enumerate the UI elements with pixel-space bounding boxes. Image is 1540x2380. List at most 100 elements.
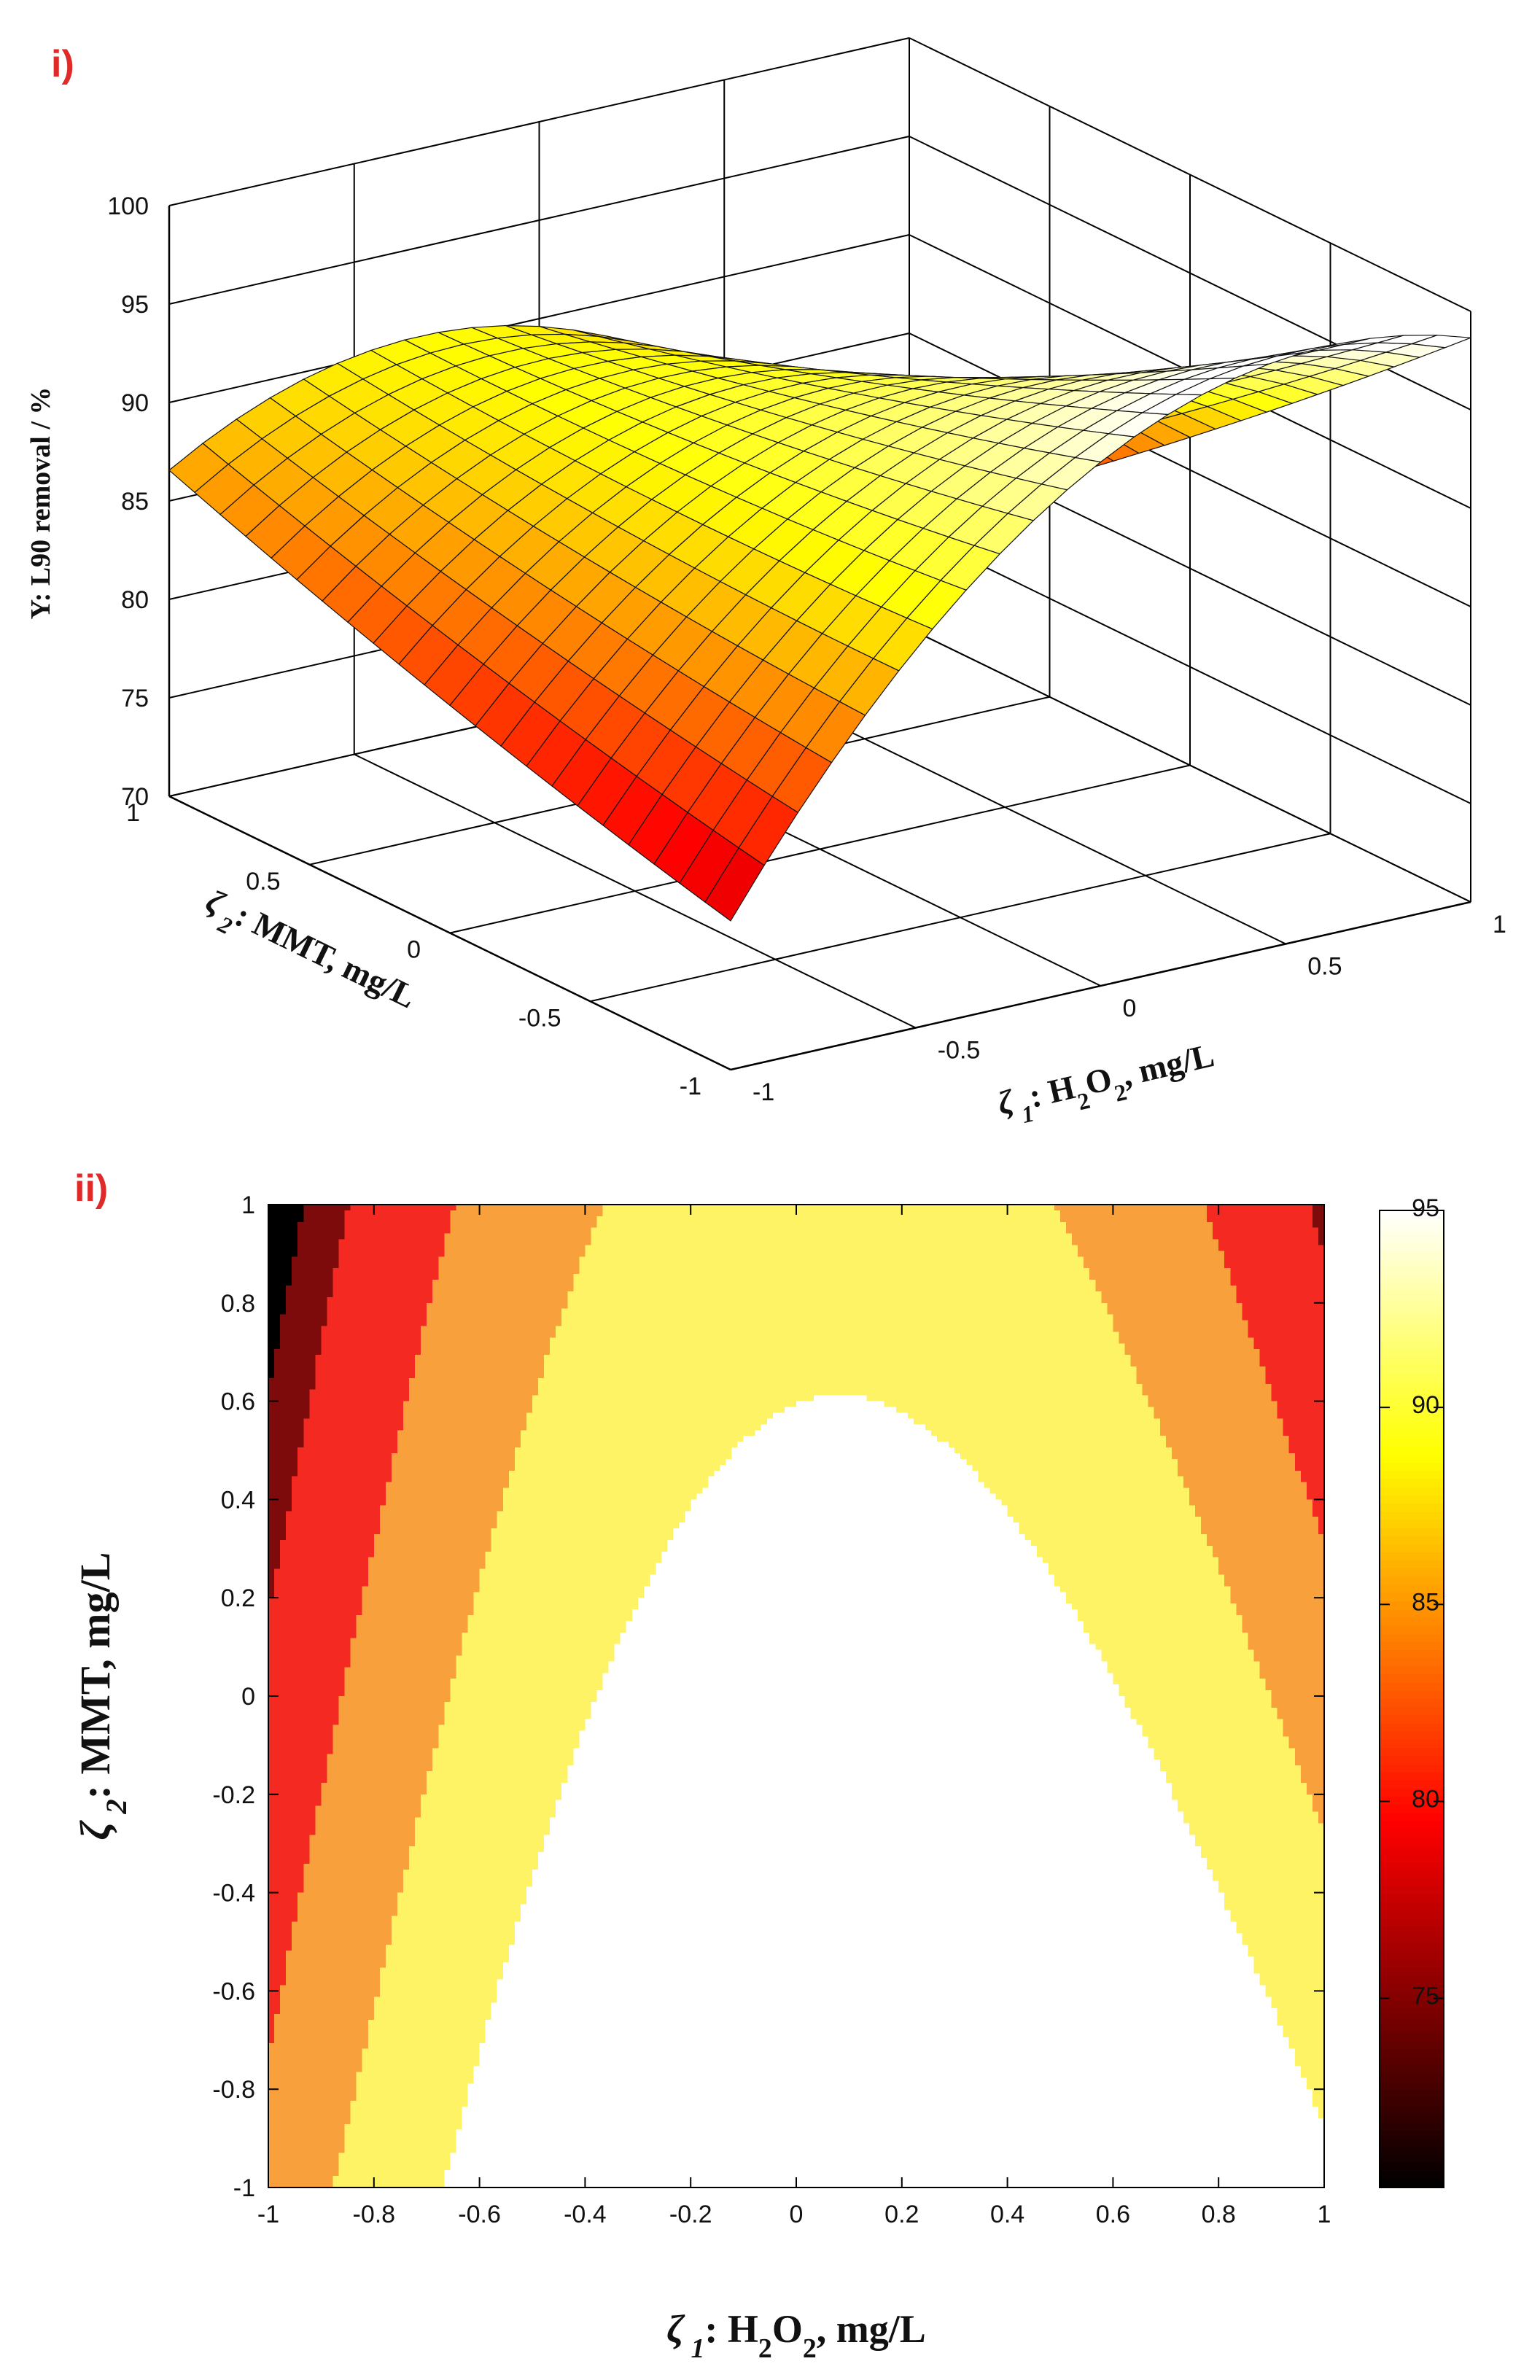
contour-cell — [321, 1245, 327, 1252]
contour-cell — [1160, 1222, 1167, 1229]
contour-cell — [1101, 1210, 1108, 1217]
contour-cell — [744, 1216, 750, 1223]
contour-cell — [1084, 1245, 1090, 1252]
contour-cell — [726, 1210, 732, 1217]
contour-cell — [989, 1210, 996, 1217]
contour-cell — [914, 1216, 920, 1223]
contour-cell — [785, 1216, 791, 1223]
contour-cell — [315, 1205, 322, 1211]
contour-cell — [744, 1240, 750, 1246]
contour-cell — [596, 1222, 603, 1229]
contour-cell — [1095, 1240, 1102, 1246]
contour-cell — [960, 1205, 967, 1211]
contour-cell — [738, 1240, 744, 1246]
contour-cell — [802, 1205, 809, 1211]
contour-cell — [691, 1205, 697, 1211]
contour-cell — [714, 1234, 720, 1240]
contour-cell — [1312, 1222, 1319, 1229]
contour-cell — [1312, 1205, 1319, 1211]
contour-cell — [409, 1222, 416, 1229]
contour-cell — [380, 1228, 386, 1234]
contour-cell — [802, 1222, 809, 1229]
contour-cell — [773, 1210, 779, 1217]
contour-cell — [544, 1234, 551, 1240]
contour-cell — [1242, 1205, 1248, 1211]
contour-cell — [1166, 1228, 1172, 1234]
contour-cell — [1224, 1205, 1231, 1211]
contour-cell — [1037, 1228, 1043, 1234]
contour-cell — [785, 1245, 791, 1252]
contour-cell — [1272, 1228, 1278, 1234]
contour-cell — [925, 1240, 932, 1246]
contour-cell — [1183, 1210, 1190, 1217]
contour-cell — [1248, 1205, 1254, 1211]
contour-cell — [1172, 1228, 1178, 1234]
contour-cell — [1054, 1210, 1061, 1217]
contour-cell — [332, 1240, 339, 1246]
contour-cell — [884, 1210, 891, 1217]
contour-cell — [1236, 1205, 1242, 1211]
contour-cell — [644, 1210, 650, 1217]
contour-cell — [696, 1228, 703, 1234]
contour-cell — [1189, 1210, 1196, 1217]
contour-cell — [368, 1216, 375, 1223]
contour-cell — [867, 1245, 874, 1252]
contour-cell — [790, 1234, 797, 1240]
contour-cell — [1236, 1228, 1242, 1234]
contour-cell — [456, 1216, 462, 1223]
contour-cell — [814, 1216, 820, 1223]
contour-cell — [1166, 1240, 1172, 1246]
contour-cell — [1289, 1240, 1296, 1246]
contour-cell — [421, 1240, 427, 1246]
contour-cell — [1078, 1205, 1084, 1211]
contour-cell — [1019, 1234, 1026, 1240]
contour-cell — [515, 1210, 521, 1217]
contour-cell — [1107, 1234, 1113, 1240]
contour-cell — [884, 1245, 891, 1252]
contour-cell — [1248, 1228, 1254, 1234]
contour-cell — [615, 1228, 621, 1234]
contour-cell — [1124, 1245, 1131, 1252]
contour-cell — [415, 1245, 421, 1252]
contour-cell — [309, 1216, 316, 1223]
contour-cell — [966, 1210, 973, 1217]
contour-cell — [544, 1205, 551, 1211]
contour-cell — [1148, 1240, 1155, 1246]
contour-cell — [1060, 1205, 1067, 1211]
contour-cell — [908, 1205, 914, 1211]
contour-cell — [943, 1234, 949, 1240]
contour-cell — [1043, 1245, 1049, 1252]
contour-cell — [386, 1240, 392, 1246]
contour-fill — [268, 1205, 1325, 2188]
contour-cell — [761, 1216, 768, 1223]
contour-cell — [1025, 1222, 1032, 1229]
contour-cell — [972, 1216, 979, 1223]
contour-cell — [474, 1228, 481, 1234]
contour-cell — [362, 1205, 369, 1211]
contour-cell — [1037, 1205, 1043, 1211]
contour-cell — [972, 1228, 979, 1234]
contour-cell — [755, 1240, 762, 1246]
contour-cell — [544, 1245, 551, 1252]
contour-cell — [351, 1216, 357, 1223]
contour-cell — [954, 1240, 961, 1246]
contour-cell — [515, 1222, 521, 1229]
contour-cell — [1084, 1210, 1090, 1217]
contour-cell — [409, 1210, 416, 1217]
contour-cell — [591, 1205, 597, 1211]
contour-cell — [351, 1240, 357, 1246]
contour-cell — [755, 1234, 762, 1240]
contour-cell — [603, 1222, 610, 1229]
contour-cell — [1031, 1210, 1038, 1217]
contour-cell — [561, 1210, 568, 1217]
contour-cell — [860, 1210, 867, 1217]
contour-cell — [750, 1216, 756, 1223]
contour-cell — [292, 1245, 298, 1252]
contour-cell — [632, 1205, 639, 1211]
contour-cell — [638, 1210, 645, 1217]
contour-cell — [491, 1210, 498, 1217]
contour-cell — [949, 1228, 955, 1234]
contour-cell — [268, 1240, 275, 1246]
contour-cell — [1172, 1222, 1178, 1229]
contour-cell — [509, 1234, 516, 1240]
